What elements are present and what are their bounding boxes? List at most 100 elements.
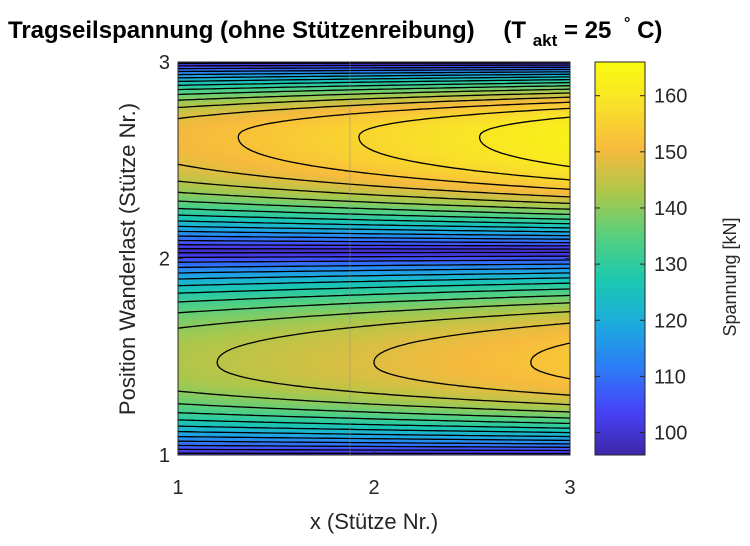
heatmap-cell — [234, 316, 243, 320]
heatmap-cell — [284, 390, 293, 394]
heatmap-cell — [291, 412, 300, 416]
heatmap-cell — [291, 425, 300, 429]
heatmap-cell — [427, 365, 435, 369]
heatmap-cell — [391, 407, 400, 411]
heatmap-cell — [398, 326, 407, 330]
heatmap-cell — [526, 447, 535, 451]
heatmap-cell — [548, 420, 557, 424]
heatmap-cell — [505, 412, 514, 416]
heatmap-cell — [355, 405, 364, 409]
heatmap-cell — [484, 368, 492, 372]
heatmap-cell — [370, 355, 378, 359]
heatmap-cell — [398, 368, 407, 372]
heatmap-cell — [199, 316, 207, 320]
heatmap-cell — [512, 383, 521, 387]
heatmap-cell — [484, 387, 492, 392]
heatmap-cell — [555, 350, 564, 354]
heatmap-cell — [505, 363, 514, 367]
heatmap-cell — [448, 380, 457, 384]
heatmap-cell — [327, 385, 336, 389]
heatmap-cell — [191, 385, 200, 389]
heatmap-cell — [548, 397, 557, 401]
heatmap-cell — [355, 442, 364, 446]
heatmap-cell — [227, 353, 236, 357]
heatmap-cell — [334, 375, 343, 379]
heatmap-cell — [191, 353, 200, 357]
heatmap-cell — [327, 350, 336, 354]
heatmap-cell — [191, 422, 200, 426]
heatmap-cell — [391, 422, 400, 426]
heatmap-cell — [441, 420, 450, 424]
heatmap-cell — [220, 370, 229, 374]
heatmap-cell — [448, 395, 457, 399]
heatmap-cell — [526, 326, 535, 330]
heatmap-cell — [462, 412, 471, 416]
heatmap-cell — [405, 336, 414, 340]
heatmap-cell — [398, 328, 407, 332]
heatmap-cell — [363, 434, 371, 438]
heatmap-cell — [405, 385, 414, 389]
heatmap-cell — [348, 323, 357, 327]
heatmap-cell — [512, 353, 521, 357]
heatmap-cell — [305, 323, 314, 327]
heatmap-cell — [469, 338, 478, 342]
heatmap-cell — [263, 412, 271, 416]
heatmap-cell — [213, 380, 222, 384]
heatmap-cell — [313, 365, 321, 369]
heatmap-cell — [441, 345, 450, 350]
heatmap-cell — [334, 407, 343, 411]
heatmap-cell — [405, 331, 414, 335]
heatmap-cell — [505, 323, 514, 327]
heatmap-cell — [213, 415, 222, 419]
heatmap-cell — [341, 370, 350, 374]
heatmap-cell — [420, 343, 428, 347]
heatmap-cell — [227, 360, 236, 364]
heatmap-cell — [512, 402, 521, 406]
heatmap-cell — [484, 336, 492, 340]
heatmap-cell — [398, 373, 407, 377]
heatmap-cell — [534, 318, 542, 322]
heatmap-cell — [241, 378, 250, 382]
heatmap-cell — [263, 407, 271, 411]
heatmap-cell — [484, 383, 492, 387]
heatmap-cell — [256, 350, 264, 354]
heatmap-cell — [462, 345, 471, 350]
heatmap-cell — [191, 326, 200, 330]
heatmap-cell — [469, 437, 478, 441]
heatmap-cell — [334, 410, 343, 414]
heatmap-cell — [484, 326, 492, 330]
heatmap-cell — [398, 407, 407, 411]
heatmap-cell — [462, 338, 471, 342]
heatmap-cell — [391, 427, 400, 431]
heatmap-cell — [441, 323, 450, 327]
heatmap-cell — [341, 363, 350, 367]
heatmap-cell — [191, 373, 200, 377]
heatmap-cell — [178, 427, 186, 431]
heatmap-cell — [313, 331, 321, 335]
heatmap-cell — [363, 375, 371, 379]
heatmap-cell — [548, 380, 557, 384]
heatmap-cell — [548, 355, 557, 359]
heatmap-cell — [412, 338, 421, 342]
heatmap-cell — [184, 397, 193, 401]
heatmap-cell — [284, 348, 293, 352]
heatmap-cell — [348, 321, 357, 325]
heatmap-cell — [455, 412, 464, 416]
heatmap-cell — [178, 415, 186, 419]
heatmap-cell — [206, 333, 214, 337]
heatmap-cell — [420, 355, 428, 359]
heatmap-cell — [313, 385, 321, 389]
heatmap-cell — [541, 355, 549, 359]
heatmap-cell — [526, 410, 535, 414]
heatmap-cell — [348, 429, 357, 434]
heatmap-cell — [298, 350, 307, 354]
heatmap-cell — [534, 444, 542, 448]
heatmap-cell — [184, 318, 193, 322]
heatmap-cell — [512, 417, 521, 421]
heatmap-cell — [541, 397, 549, 401]
heatmap-cell — [555, 336, 564, 340]
heatmap-cell — [241, 447, 250, 451]
heatmap-cell — [434, 378, 443, 382]
heatmap-cell — [441, 427, 450, 431]
heatmap-cell — [334, 383, 343, 387]
